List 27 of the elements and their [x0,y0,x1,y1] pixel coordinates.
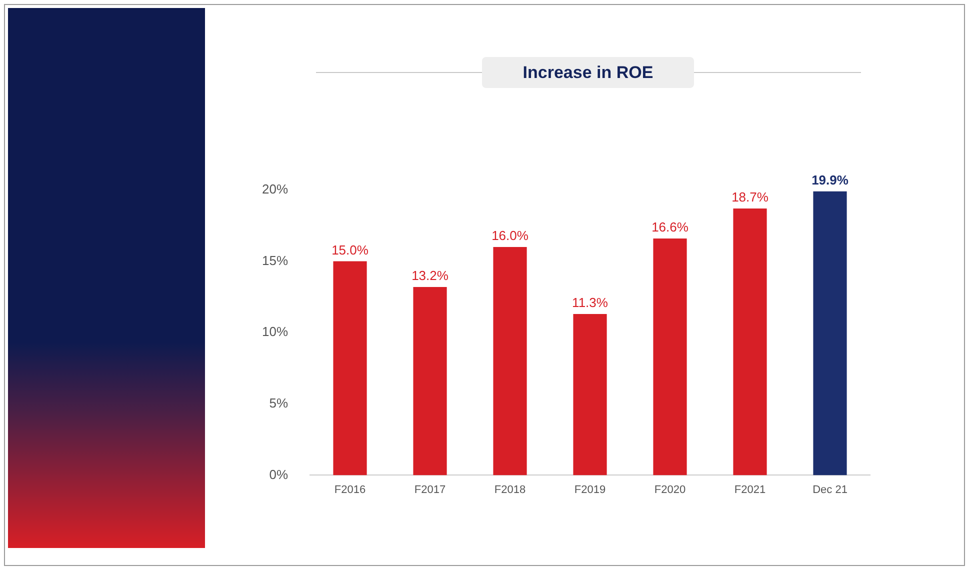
y-tick-label: 0% [269,466,288,482]
bar [493,247,527,476]
data-label: 11.3% [572,295,608,310]
bar [413,286,447,476]
y-tick-label: 15% [262,252,288,268]
data-label: 16.0% [492,228,529,244]
x-tick-label: F2021 [734,484,766,496]
bar [733,208,767,476]
bar [573,314,607,476]
y-tick-label: 5% [269,395,288,410]
data-label: 13.2% [412,268,449,284]
x-tick-label: F2019 [574,484,606,496]
x-tick-label: F2016 [334,484,366,496]
bar [653,238,687,476]
data-label: 15.0% [332,242,369,258]
data-label: 16.6% [652,220,689,235]
x-tick-label: Dec 21 [812,484,848,496]
y-tick-label: 20% [262,182,288,197]
bar [333,261,367,476]
y-tick-label: 10% [262,324,288,340]
x-tick-label: F2020 [654,484,686,496]
data-label: 18.7% [732,190,769,205]
x-tick-label: F2018 [494,484,526,496]
chart-title: Increase in ROE [482,57,694,88]
x-tick-label: F2017 [414,484,446,496]
data-label: 19.9% [812,172,849,188]
bar [813,191,847,476]
